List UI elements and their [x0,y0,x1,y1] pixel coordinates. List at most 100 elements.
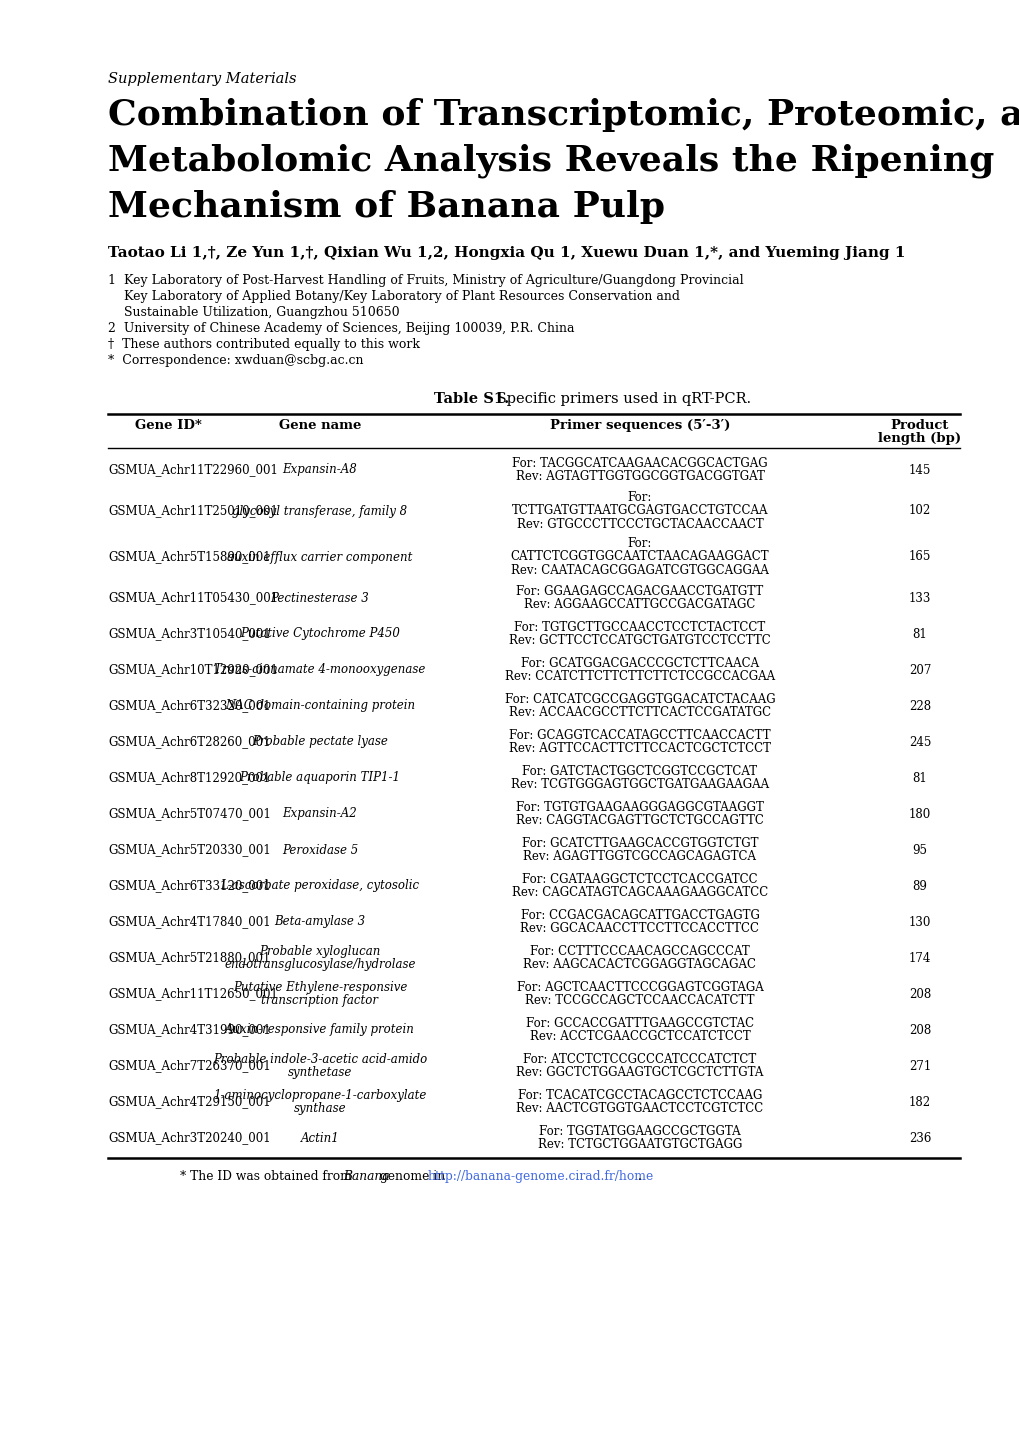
Text: Peroxidase 5: Peroxidase 5 [281,844,358,857]
Text: 228: 228 [908,699,930,712]
Text: For: GGAAGAGCCAGACGAACCTGATGTT: For: GGAAGAGCCAGACGAACCTGATGTT [516,585,763,598]
Text: Probable pectate lyase: Probable pectate lyase [252,735,387,748]
Text: 207: 207 [908,663,930,676]
Text: Rev: GTGCCCTTCCCTGCTACAACCAACT: Rev: GTGCCCTTCCCTGCTACAACCAACT [516,518,762,531]
Text: 208: 208 [908,1024,930,1037]
Text: Taotao Li 1,†, Ze Yun 1,†, Qixian Wu 1,2, Hongxia Qu 1, Xuewu Duan 1,*, and Yuem: Taotao Li 1,†, Ze Yun 1,†, Qixian Wu 1,2… [108,247,905,260]
Text: For: TGTGTGAAGAAGGGAGGCGTAAGGT: For: TGTGTGAAGAAGGGAGGCGTAAGGT [516,800,763,813]
Text: GSMUA_Achr5T21880_001: GSMUA_Achr5T21880_001 [108,952,270,965]
Text: 180: 180 [908,808,930,820]
Text: Rev: CAGGTACGAGTTGCTCTGCCAGTTC: Rev: CAGGTACGAGTTGCTCTGCCAGTTC [516,815,763,828]
Text: Rev: AAGCACACTCGGAGGTAGCAGAC: Rev: AAGCACACTCGGAGGTAGCAGAC [523,959,756,972]
Text: GSMUA_Achr11T22960_001: GSMUA_Achr11T22960_001 [108,463,277,476]
Text: 1-aminocyclopropane-1-carboxylate: 1-aminocyclopropane-1-carboxylate [213,1089,426,1102]
Text: *  Correspondence: xwduan@scbg.ac.cn: * Correspondence: xwduan@scbg.ac.cn [108,353,363,368]
Text: TCTTGATGTTAATGCGAGTGACCTGTCCAA: TCTTGATGTTAATGCGAGTGACCTGTCCAA [512,505,767,518]
Text: GSMUA_Achr6T32320_001: GSMUA_Achr6T32320_001 [108,699,270,712]
Text: Mechanism of Banana Pulp: Mechanism of Banana Pulp [108,190,664,224]
Text: For: TCACATCGCCTACAGCCTCTCCAAG: For: TCACATCGCCTACAGCCTCTCCAAG [518,1089,761,1102]
Text: Probable indole-3-acetic acid-amido: Probable indole-3-acetic acid-amido [213,1053,427,1066]
Text: GSMUA_Achr4T29150_001: GSMUA_Achr4T29150_001 [108,1096,270,1109]
Text: Rev: AGGAAGCCATTGCCGACGATAGC: Rev: AGGAAGCCATTGCCGACGATAGC [524,598,755,611]
Text: Trans-cinnamate 4-monooxygenase: Trans-cinnamate 4-monooxygenase [214,663,425,676]
Text: Rev: TCCGCCAGCTCCAACCACATCTT: Rev: TCCGCCAGCTCCAACCACATCTT [525,994,754,1008]
Text: 182: 182 [908,1096,930,1109]
Text: GSMUA_Achr4T31990_001: GSMUA_Achr4T31990_001 [108,1024,270,1037]
Text: L-ascorbate peroxidase, cytosolic: L-ascorbate peroxidase, cytosolic [220,880,419,893]
Text: http://banana-genome.cirad.fr/home: http://banana-genome.cirad.fr/home [428,1169,653,1182]
Text: GSMUA_Achr10T12920_001: GSMUA_Achr10T12920_001 [108,663,277,676]
Text: 245: 245 [908,735,930,748]
Text: length (bp): length (bp) [877,433,961,446]
Text: 271: 271 [908,1060,930,1073]
Text: Actin1: Actin1 [301,1132,339,1145]
Text: For: CCTTTCCCAACAGCCAGCCCAT: For: CCTTTCCCAACAGCCAGCCCAT [530,945,749,957]
Text: For: GATCTACTGGCTCGGTCCGCTCAT: For: GATCTACTGGCTCGGTCCGCTCAT [522,764,757,777]
Text: GSMUA_Achr5T20330_001: GSMUA_Achr5T20330_001 [108,844,270,857]
Text: Gene name: Gene name [278,420,361,433]
Text: synthase: synthase [293,1102,346,1115]
Text: For:: For: [628,490,651,505]
Text: For: AGCTCAACTTCCCGGAGTCGGTAGA: For: AGCTCAACTTCCCGGAGTCGGTAGA [516,981,762,994]
Text: For: GCATGGACGACCCGCTCTTCAACA: For: GCATGGACGACCCGCTCTTCAACA [521,656,758,669]
Text: endotransglucosylase/hydrolase: endotransglucosylase/hydrolase [224,959,416,972]
Text: 89: 89 [912,880,926,893]
Text: Rev: AGAGTTGGTCGCCAGCAGAGTCA: Rev: AGAGTTGGTCGCCAGCAGAGTCA [523,851,756,864]
Text: genome in: genome in [376,1169,448,1182]
Text: For: CATCATCGCCGAGGTGGACATCTACAAG: For: CATCATCGCCGAGGTGGACATCTACAAG [504,692,774,705]
Text: 2  University of Chinese Academy of Sciences, Beijing 100039, P.R. China: 2 University of Chinese Academy of Scien… [108,322,574,335]
Text: 130: 130 [908,916,930,929]
Text: For: CGATAAGGCTCTCCTCACCGATCC: For: CGATAAGGCTCTCCTCACCGATCC [522,872,757,885]
Text: 133: 133 [908,591,930,604]
Text: For:: For: [628,536,651,549]
Text: Metabolomic Analysis Reveals the Ripening: Metabolomic Analysis Reveals the Ripenin… [108,144,994,179]
Text: 81: 81 [912,627,926,640]
Text: †  These authors contributed equally to this work: † These authors contributed equally to t… [108,337,420,350]
Text: 1  Key Laboratory of Post-Harvest Handling of Fruits, Ministry of Agriculture/Gu: 1 Key Laboratory of Post-Harvest Handlin… [108,274,743,287]
Text: Rev: GCTTCCTCCATGCTGATGTCCTCCTTC: Rev: GCTTCCTCCATGCTGATGTCCTCCTTC [508,634,770,647]
Text: GSMUA_Achr8T12920_001: GSMUA_Achr8T12920_001 [108,771,270,784]
Text: Rev: ACCAACGCCTTCTTCACTCCGATATGC: Rev: ACCAACGCCTTCTTCACTCCGATATGC [508,707,770,720]
Text: Putative Ethylene-responsive: Putative Ethylene-responsive [232,981,407,994]
Text: Table S1.: Table S1. [433,392,508,407]
Text: Key Laboratory of Applied Botany/Key Laboratory of Plant Resources Conservation : Key Laboratory of Applied Botany/Key Lab… [108,290,680,303]
Text: Auxin-responsive family protein: Auxin-responsive family protein [225,1024,415,1037]
Text: Rev: AACTCGTGGTGAACTCCTCGTCTCC: Rev: AACTCGTGGTGAACTCCTCGTCTCC [516,1102,763,1115]
Text: Rev: ACCTCGAACCGCTCCATCTCCT: Rev: ACCTCGAACCGCTCCATCTCCT [529,1030,750,1043]
Text: Beta-amylase 3: Beta-amylase 3 [274,916,365,929]
Text: For: CCGACGACAGCATTGACCTGAGTG: For: CCGACGACAGCATTGACCTGAGTG [520,908,759,921]
Text: 81: 81 [912,771,926,784]
Text: transcription factor: transcription factor [261,994,378,1008]
Text: GSMUA_Achr4T17840_001: GSMUA_Achr4T17840_001 [108,916,270,929]
Text: For: TACGGCATCAAGAACACGGCACTGAG: For: TACGGCATCAAGAACACGGCACTGAG [512,457,767,470]
Text: Rev: CAATACAGCGGAGATCGTGGCAGGAA: Rev: CAATACAGCGGAGATCGTGGCAGGAA [511,564,768,577]
Text: 165: 165 [908,551,930,564]
Text: For: GCATCTTGAAGCACCGTGGTCTGT: For: GCATCTTGAAGCACCGTGGTCTGT [522,836,757,849]
Text: Rev: CCATCTTCTTCTTCTTCTCCGCCACGAA: Rev: CCATCTTCTTCTTCTTCTCCGCCACGAA [504,671,774,684]
Text: Combination of Transcriptomic, Proteomic, and: Combination of Transcriptomic, Proteomic… [108,98,1019,133]
Text: GSMUA_Achr6T33120_001: GSMUA_Achr6T33120_001 [108,880,270,893]
Text: For: ATCCTCTCCGCCCATCCCATCTCT: For: ATCCTCTCCGCCCATCCCATCTCT [523,1053,756,1066]
Text: Rev: TCGTGGGAGTGGCTGATGAAGAAGAA: Rev: TCGTGGGAGTGGCTGATGAAGAAGAA [511,779,768,792]
Text: Rev: TCTGCTGGAATGTGCTGAGG: Rev: TCTGCTGGAATGTGCTGAGG [537,1138,742,1151]
Text: 102: 102 [908,505,930,518]
Text: Rev: AGTAGTTGGTGGCGGTGACGGTGAT: Rev: AGTAGTTGGTGGCGGTGACGGTGAT [515,470,763,483]
Text: Rev: AGTTCCACTTCTTCCACTCGCTCTCCT: Rev: AGTTCCACTTCTTCCACTCGCTCTCCT [508,743,770,756]
Text: GSMUA_Achr6T28260_001: GSMUA_Achr6T28260_001 [108,735,270,748]
Text: For: TGGTATGGAAGCCGCTGGTA: For: TGGTATGGAAGCCGCTGGTA [539,1125,740,1138]
Text: GSMUA_Achr11T12650_001: GSMUA_Achr11T12650_001 [108,988,277,1001]
Text: * The ID was obtained from: * The ID was obtained from [179,1169,356,1182]
Text: For: TGTGCTTGCCAACCTCCTCTACTCCT: For: TGTGCTTGCCAACCTCCTCTACTCCT [514,620,765,633]
Text: Supplementary Materials: Supplementary Materials [108,72,297,87]
Text: GSMUA_Achr3T10540_001: GSMUA_Achr3T10540_001 [108,627,270,640]
Text: 208: 208 [908,988,930,1001]
Text: Banana: Banana [342,1169,389,1182]
Text: CATTCTCGGTGGCAATCTAACAGAAGGACT: CATTCTCGGTGGCAATCTAACAGAAGGACT [511,551,768,564]
Text: Pectinesterase 3: Pectinesterase 3 [270,591,369,604]
Text: Rev: GGCTCTGGAAGTGCTCGCTCTTGTA: Rev: GGCTCTGGAAGTGCTCGCTCTTGTA [516,1066,763,1079]
Text: Gene ID*: Gene ID* [135,420,201,433]
Text: Probable aquaporin TIP1-1: Probable aquaporin TIP1-1 [239,771,400,784]
Text: GSMUA_Achr5T15890_001: GSMUA_Achr5T15890_001 [108,551,270,564]
Text: 145: 145 [908,463,930,476]
Text: GSMUA_Achr11T05430_001: GSMUA_Achr11T05430_001 [108,591,278,604]
